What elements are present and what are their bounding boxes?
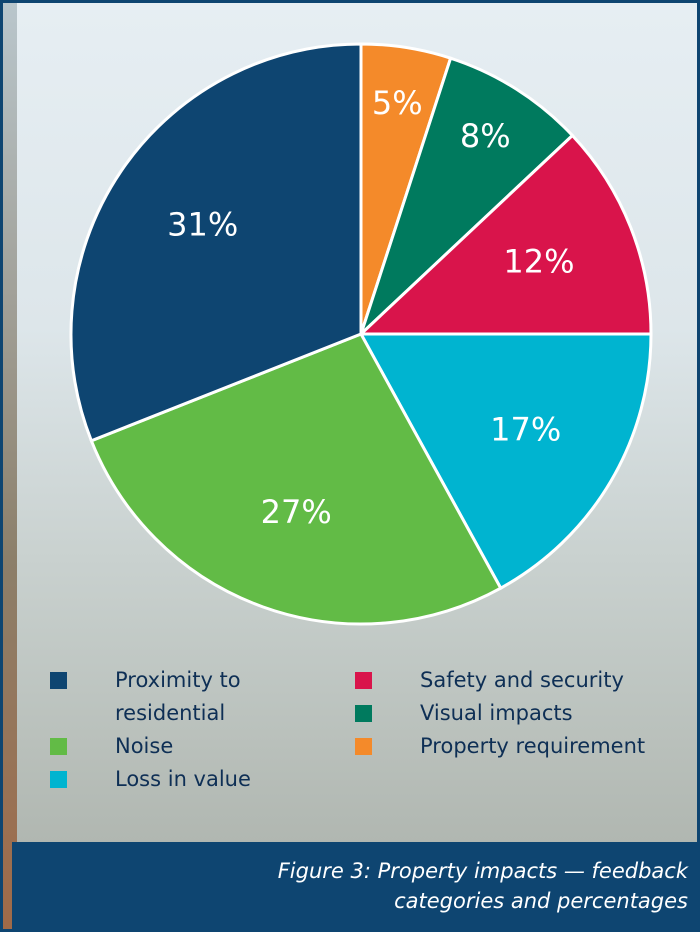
legend-swatch (355, 672, 372, 689)
legend-item: Visual impacts (355, 697, 680, 730)
legend-swatch (50, 738, 67, 755)
pie-slice (358, 332, 653, 591)
slice-label: 8% (460, 117, 511, 155)
pie-slice (89, 332, 503, 626)
legend-label: Property requirement (420, 734, 646, 758)
pie-slice (357, 133, 653, 336)
legend-label: Visual impacts (420, 701, 573, 725)
legend-label: Noise (115, 734, 174, 758)
caption: Figure 3: Property impacts — feedback ca… (12, 842, 700, 932)
legend: Safety and security Visual impacts Propert… (355, 664, 680, 763)
legend-label: Safety and security (420, 668, 624, 692)
slice-label: 12% (503, 243, 574, 281)
slice-label: 5% (372, 84, 423, 122)
legend-item: Property requirement (355, 730, 680, 763)
legend-swatch (355, 738, 372, 755)
slice-label: 27% (261, 493, 332, 531)
legend-item: Proximity to residential (50, 664, 275, 730)
legend-swatch (50, 771, 67, 788)
legend-item: Safety and security (355, 664, 680, 697)
legend-swatch (50, 672, 67, 689)
pie-slice (359, 56, 575, 336)
legend: Proximity to residential Noise Loss in val… (50, 664, 275, 796)
pie-slice (69, 42, 363, 443)
legend-label: Proximity to residential (115, 668, 241, 725)
legend-item: Noise (50, 730, 275, 763)
slice-label: 17% (490, 410, 561, 448)
legend-item: Loss in value (50, 763, 275, 796)
legend-swatch (355, 705, 372, 722)
legend-label: Loss in value (115, 767, 251, 791)
slice-label: 31% (167, 205, 238, 243)
